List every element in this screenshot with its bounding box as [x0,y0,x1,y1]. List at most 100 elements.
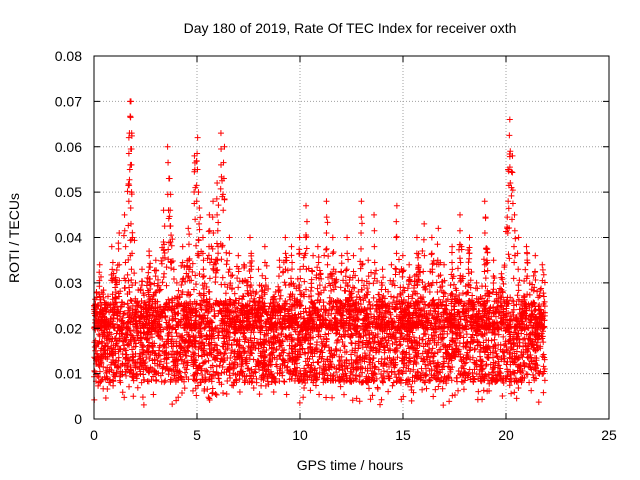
data-point [347,378,354,385]
data-point [151,367,158,374]
data-point [522,340,529,347]
data-point [286,342,293,349]
data-points [91,98,548,409]
data-point [111,373,118,380]
data-point [312,382,319,389]
data-point [195,352,202,359]
data-point [326,347,333,354]
data-point [412,349,419,356]
data-point [442,349,449,356]
data-point [480,339,487,346]
data-point [537,368,544,375]
data-point [396,338,403,345]
data-point [218,308,225,315]
data-point [100,364,107,371]
data-point [205,340,212,347]
data-point [461,300,468,307]
data-point [285,352,292,359]
data-point [372,371,379,378]
data-point [164,354,171,361]
data-point [199,371,206,378]
data-point [152,368,159,375]
data-point [403,332,410,339]
data-point [107,376,114,383]
data-point [281,346,288,353]
data-point [519,374,526,381]
data-point [307,369,314,376]
data-point [528,342,535,349]
data-point [190,376,197,383]
data-point [105,343,112,350]
data-point [339,339,346,346]
data-point [213,391,220,398]
data-point [104,364,111,371]
data-point [440,353,447,360]
data-point [115,357,122,364]
data-point [425,362,432,369]
data-point [322,377,329,384]
data-point [240,345,247,352]
data-point [230,370,237,377]
data-point [367,396,374,403]
data-point [160,342,167,349]
data-point [336,353,343,360]
data-point [277,340,284,347]
data-point [261,354,268,361]
data-point [316,353,323,360]
data-point [189,387,196,394]
data-point [506,351,513,358]
data-point [166,329,173,336]
data-point [329,354,336,361]
data-point [287,367,294,374]
data-point [445,350,452,357]
data-point [342,370,349,377]
data-point [435,383,442,390]
data-point [291,377,298,384]
data-point [216,362,223,369]
data-point [450,338,457,345]
data-point [181,347,188,354]
data-point [166,317,173,324]
data-point [490,364,497,371]
data-point [397,342,404,349]
data-point [313,376,320,383]
data-point [516,336,523,343]
data-point [320,358,327,365]
data-point [437,319,444,326]
data-point [525,345,532,352]
data-point [486,371,493,378]
data-point [390,299,397,306]
data-point [348,339,355,346]
data-point [473,332,480,339]
data-point [183,366,190,373]
data-point [532,354,539,361]
data-point [280,349,287,356]
data-point [394,354,401,361]
data-point [457,333,464,340]
data-point [251,335,258,342]
data-point [449,392,456,399]
data-point [253,339,260,346]
data-point [112,359,119,366]
data-point [299,378,306,385]
data-point [102,350,109,357]
data-point [266,357,273,364]
data-point [460,343,467,350]
data-point [101,299,108,306]
data-point [489,354,496,361]
data-point [515,330,522,337]
data-point [339,367,346,374]
data-point [255,345,262,352]
data-point [309,353,316,360]
data-point [467,356,474,363]
data-point [510,312,517,319]
data-point [418,374,425,381]
data-point [438,336,445,343]
data-point [134,371,141,378]
data-point [295,372,302,379]
data-point [288,375,295,382]
data-point [526,379,533,386]
data-point [514,343,521,350]
data-point [229,346,236,353]
data-point [479,396,486,403]
